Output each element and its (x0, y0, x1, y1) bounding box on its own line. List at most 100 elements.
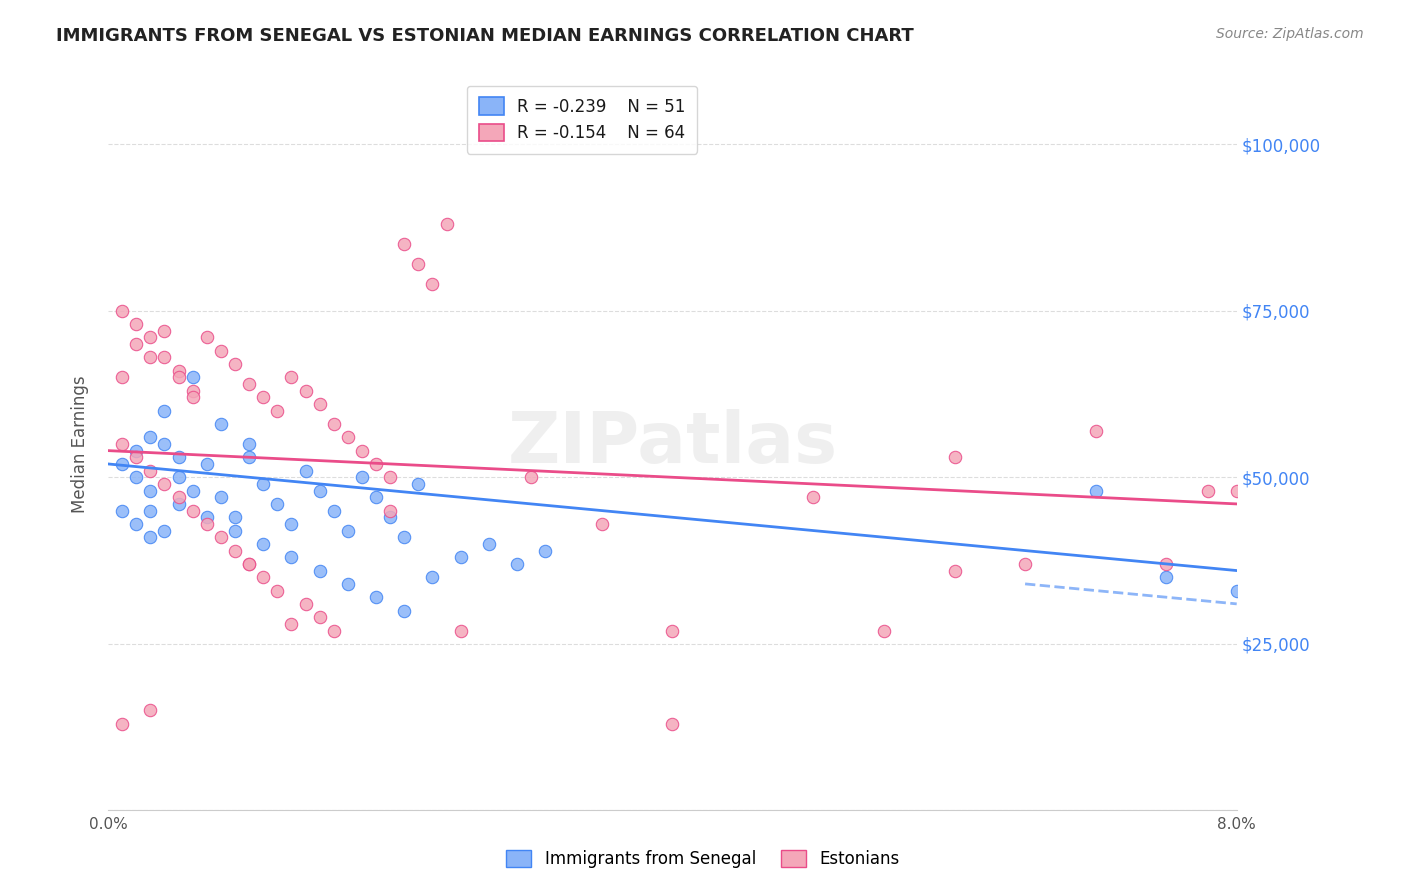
Point (280, 516, 302, 531)
Point (209, 417, 232, 431)
Point (364, 490, 387, 504)
Point (153, 524, 176, 538)
Point (224, 524, 246, 538)
Point (380, 503, 402, 517)
Point (153, 324, 176, 338)
Point (422, 277, 444, 291)
Point (943, 564, 966, 578)
Y-axis label: Median Earnings: Median Earnings (72, 376, 89, 513)
Legend: R = -0.239    N = 51, R = -0.154    N = 64: R = -0.239 N = 51, R = -0.154 N = 64 (467, 86, 697, 153)
Point (308, 397, 330, 411)
Point (661, 716, 683, 731)
Point (534, 543, 557, 558)
Point (167, 364, 190, 378)
Point (167, 370, 190, 384)
Point (195, 516, 218, 531)
Point (280, 616, 302, 631)
Point (661, 624, 683, 638)
Point (167, 497, 190, 511)
Point (125, 443, 148, 458)
Point (238, 376, 260, 391)
Point (1014, 557, 1036, 571)
Point (266, 583, 288, 598)
Point (238, 437, 260, 451)
Point (181, 390, 204, 404)
Point (153, 403, 176, 417)
Point (252, 537, 274, 551)
Point (1198, 483, 1220, 498)
Point (252, 570, 274, 584)
Point (322, 417, 344, 431)
Point (436, 217, 458, 231)
Point (1226, 583, 1249, 598)
Point (308, 483, 330, 498)
Point (506, 557, 529, 571)
Point (803, 490, 825, 504)
Point (125, 450, 148, 465)
Point (111, 370, 134, 384)
Point (294, 597, 316, 611)
Point (322, 624, 344, 638)
Point (364, 591, 387, 605)
Point (111, 437, 134, 451)
Point (167, 490, 190, 504)
Point (238, 557, 260, 571)
Point (1226, 483, 1249, 498)
Point (380, 470, 402, 484)
Point (238, 450, 260, 465)
Point (591, 516, 613, 531)
Legend: Immigrants from Senegal, Estonians: Immigrants from Senegal, Estonians (499, 843, 907, 875)
Point (209, 530, 232, 544)
Point (252, 390, 274, 404)
Point (336, 577, 359, 591)
Point (195, 457, 218, 471)
Point (1084, 483, 1107, 498)
Point (280, 550, 302, 565)
Text: Source: ZipAtlas.com: Source: ZipAtlas.com (1216, 27, 1364, 41)
Point (266, 497, 288, 511)
Point (520, 470, 543, 484)
Point (1154, 557, 1177, 571)
Point (125, 317, 148, 331)
Point (422, 570, 444, 584)
Point (450, 624, 472, 638)
Text: IMMIGRANTS FROM SENEGAL VS ESTONIAN MEDIAN EARNINGS CORRELATION CHART: IMMIGRANTS FROM SENEGAL VS ESTONIAN MEDI… (56, 27, 914, 45)
Point (139, 483, 162, 498)
Point (139, 430, 162, 444)
Point (139, 330, 162, 344)
Point (224, 543, 246, 558)
Point (394, 530, 416, 544)
Point (408, 257, 430, 271)
Point (167, 450, 190, 465)
Point (224, 357, 246, 371)
Point (181, 483, 204, 498)
Point (195, 330, 218, 344)
Point (139, 704, 162, 718)
Point (380, 510, 402, 524)
Text: ZIPatlas: ZIPatlas (508, 409, 838, 478)
Point (252, 477, 274, 491)
Point (408, 477, 430, 491)
Point (266, 403, 288, 417)
Point (450, 550, 472, 565)
Point (153, 477, 176, 491)
Point (111, 457, 134, 471)
Point (181, 384, 204, 398)
Point (873, 624, 896, 638)
Point (294, 384, 316, 398)
Point (308, 564, 330, 578)
Point (153, 437, 176, 451)
Point (139, 503, 162, 517)
Point (195, 510, 218, 524)
Point (394, 603, 416, 617)
Point (943, 450, 966, 465)
Point (294, 464, 316, 478)
Point (181, 503, 204, 517)
Point (336, 524, 359, 538)
Point (1084, 424, 1107, 438)
Point (350, 443, 373, 458)
Point (209, 490, 232, 504)
Point (111, 303, 134, 318)
Point (139, 464, 162, 478)
Point (111, 716, 134, 731)
